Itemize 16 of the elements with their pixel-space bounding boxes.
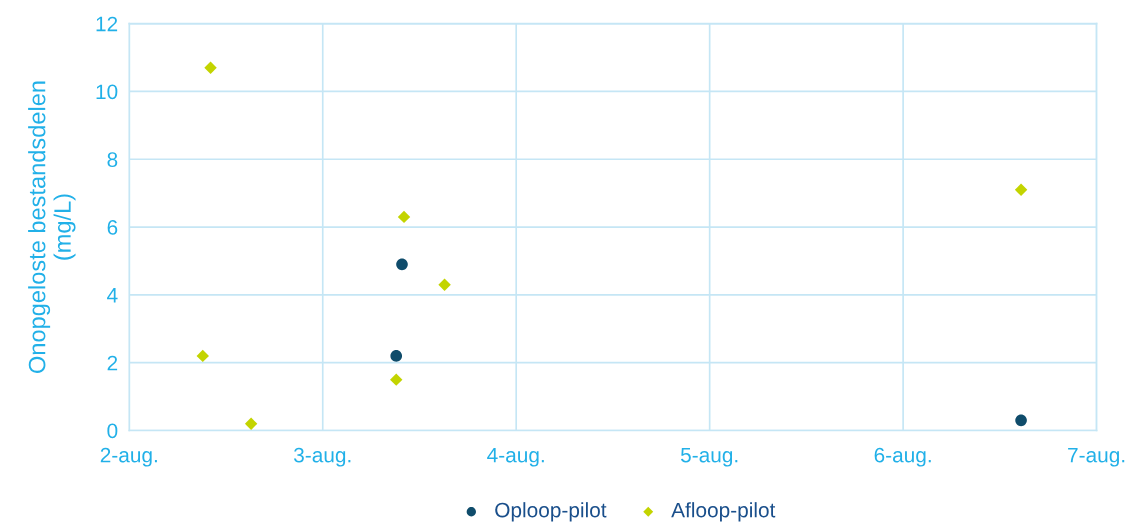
y-axis-title: Onopgeloste bestandsdelen (mg/L) [28,81,76,373]
x-tick-label: 5-aug. [680,447,738,467]
x-tick-label: 4-aug. [487,447,544,467]
legend-label: Oploop-pilot [495,502,607,522]
x-tick-label: 6-aug. [874,447,931,467]
x-tick-label: 7-aug. [1068,447,1125,467]
y-tick-label: 8 [107,152,118,167]
y-tick-label: 10 [96,84,118,100]
y-tick-label: 2 [107,355,118,371]
y-tick-label: 12 [96,16,118,32]
y-tick-label: 6 [107,220,118,235]
x-tick-label: 2-aug. [100,447,157,467]
legend-label: Afloop-pilot [671,502,776,522]
x-tick-label: 3-aug. [294,447,351,467]
y-tick-label: 0 [107,423,118,439]
y-tick-label: 4 [107,288,118,303]
